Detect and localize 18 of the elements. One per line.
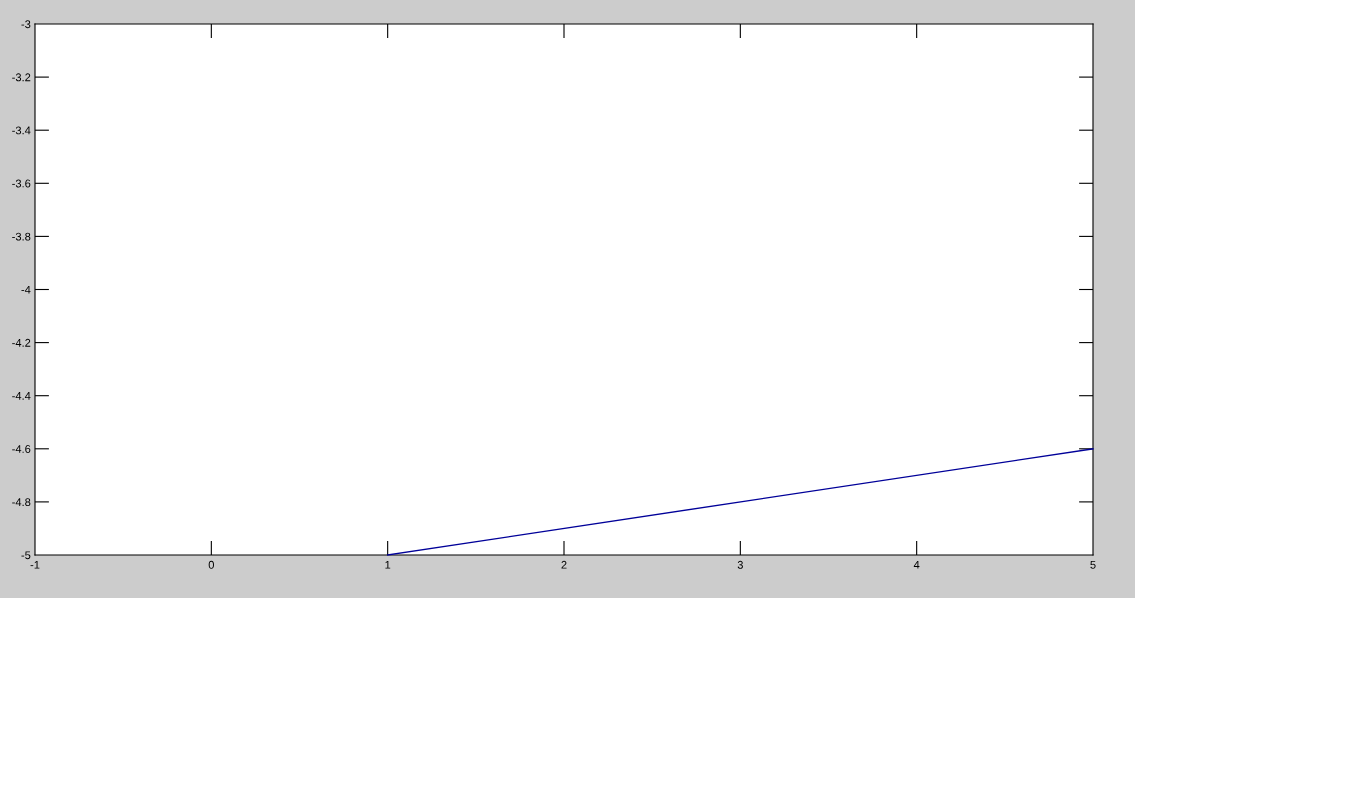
x-tick-label: 2	[561, 560, 567, 569]
y-tick-label: -4.8	[12, 498, 31, 507]
y-tick-label: -5	[21, 551, 31, 560]
x-tick-label: -1	[30, 560, 40, 569]
y-tick-label: -3.4	[12, 126, 31, 135]
x-tick-label: 0	[208, 560, 214, 569]
x-tick-label: 1	[385, 560, 391, 569]
y-tick-label: -3	[21, 20, 31, 29]
y-tick-label: -3.2	[12, 73, 31, 82]
y-tick-label: -3.8	[12, 232, 31, 241]
x-tick-label: 3	[737, 560, 743, 569]
y-tick-label: -3.6	[12, 179, 31, 188]
y-tick-label: -4.6	[12, 445, 31, 453]
y-tick-label: -4.4	[12, 392, 31, 400]
y-tick-label: -4.2	[12, 338, 31, 347]
y-tick-label: -4	[21, 285, 31, 294]
x-tick-label: 4	[913, 560, 920, 569]
x-tick-label: 5	[1090, 560, 1096, 569]
